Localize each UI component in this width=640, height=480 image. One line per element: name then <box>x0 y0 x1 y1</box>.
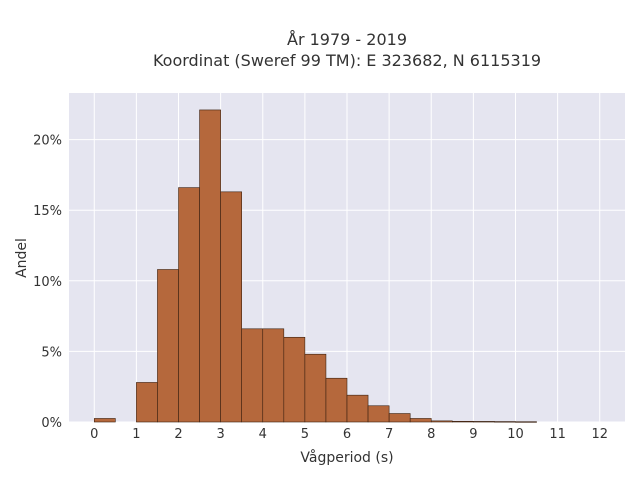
histogram-bar <box>304 353 327 423</box>
histogram-bar <box>346 394 369 423</box>
x-tick-label: 9 <box>469 427 477 442</box>
x-tick-label: 10 <box>507 427 524 442</box>
histogram-bar <box>515 421 537 423</box>
x-tick-label: 12 <box>591 427 608 442</box>
y-tick-label: 0% <box>41 416 62 431</box>
bars <box>93 109 537 423</box>
histogram-bar <box>220 191 242 423</box>
x-tick-label: 7 <box>385 427 393 442</box>
histogram-bar <box>367 405 390 423</box>
histogram-bar <box>325 377 348 423</box>
histogram-bar <box>93 418 116 423</box>
y-tick-label: 10% <box>33 275 62 290</box>
histogram-bar <box>199 109 221 423</box>
x-axis-label: Vågperiod (s) <box>300 449 393 466</box>
y-axis-label: Andel <box>14 238 30 278</box>
histogram-bar <box>452 420 474 423</box>
histogram-bar <box>283 336 306 423</box>
histogram-bar <box>157 269 179 423</box>
y-tick-label: 5% <box>41 345 62 360</box>
x-tick-label: 4 <box>259 427 267 442</box>
x-tick-label: 0 <box>90 427 98 442</box>
x-tick-label: 1 <box>132 427 140 442</box>
y-axis-ticks: 0% 5% 10% 15% 20% <box>33 134 62 431</box>
histogram-bar <box>494 421 516 423</box>
histogram-bar <box>388 413 411 423</box>
histogram-bar <box>430 420 453 423</box>
histogram-bar <box>241 328 264 423</box>
histogram-bar <box>473 421 495 423</box>
x-tick-label: 3 <box>216 427 224 442</box>
x-tick-label: 11 <box>549 427 566 442</box>
y-tick-label: 20% <box>33 134 62 149</box>
histogram-bar <box>262 328 285 423</box>
x-tick-label: 5 <box>301 427 309 442</box>
chart-title-line1: År 1979 - 2019 <box>287 30 407 49</box>
chart-title-line2: Koordinat (Sweref 99 TM): E 323682, N 61… <box>153 51 541 70</box>
x-axis-ticks: 0 1 2 3 4 5 6 7 8 9 10 11 12 <box>90 427 608 442</box>
x-tick-label: 2 <box>174 427 182 442</box>
histogram-bar <box>409 418 432 423</box>
histogram-bar <box>136 382 158 423</box>
y-tick-label: 15% <box>33 204 62 219</box>
x-tick-label: 6 <box>343 427 351 442</box>
histogram-bar <box>178 187 200 423</box>
x-tick-label: 8 <box>427 427 435 442</box>
